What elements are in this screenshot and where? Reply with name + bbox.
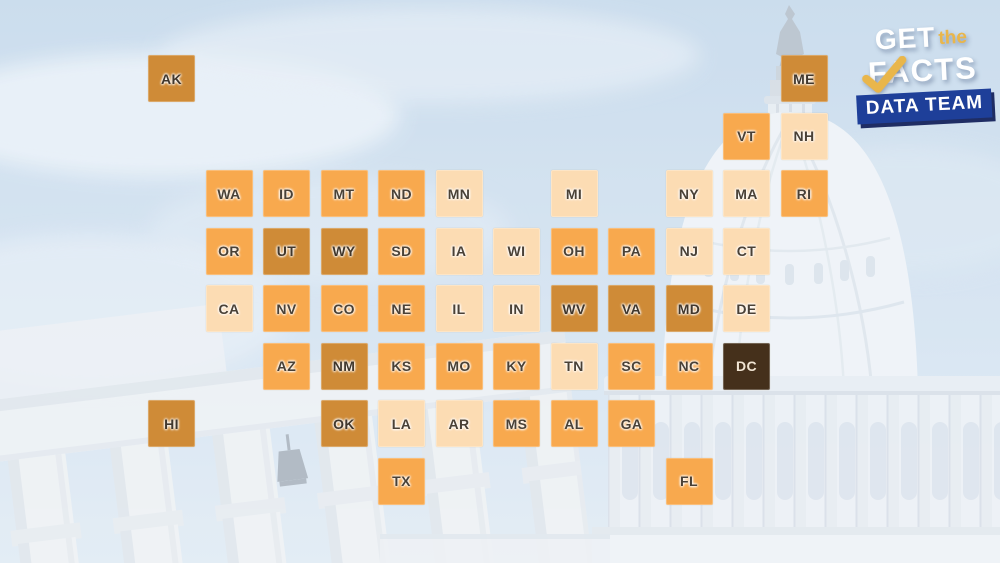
- state-tile-mn: MN: [435, 170, 483, 217]
- state-tile-ak: AK: [148, 55, 195, 102]
- state-tile-va: VA: [608, 285, 655, 332]
- state-tile-ct: CT: [723, 227, 770, 275]
- state-tile-sc: SC: [608, 342, 655, 390]
- logo-line-facts: FACTS: [854, 50, 991, 93]
- state-tile-al: AL: [550, 400, 598, 447]
- state-tile-ri: RI: [780, 170, 828, 217]
- state-tile-ga: GA: [608, 400, 655, 447]
- state-tile-az: AZ: [263, 342, 310, 390]
- state-tile-la: LA: [378, 400, 425, 447]
- state-tile-ky: KY: [493, 342, 540, 390]
- state-tile-ne: NE: [378, 285, 425, 332]
- state-tile-hi: HI: [148, 400, 195, 447]
- state-tile-ny: NY: [665, 170, 713, 217]
- logo-word-the: the: [937, 26, 968, 50]
- state-tile-wv: WV: [550, 285, 598, 332]
- state-tile-wi: WI: [493, 227, 540, 275]
- state-tile-ma: MA: [723, 170, 770, 217]
- get-the-facts-logo: GETthe FACTS DATA TEAM: [852, 21, 993, 125]
- state-tile-vt: VT: [723, 112, 770, 160]
- state-tile-ok: OK: [320, 400, 368, 447]
- state-tile-ut: UT: [263, 227, 310, 275]
- state-tile-de: DE: [723, 285, 770, 332]
- state-tile-ar: AR: [435, 400, 483, 447]
- state-tile-or: OR: [205, 227, 253, 275]
- state-tile-il: IL: [435, 285, 483, 332]
- logo-word-get: GET: [873, 21, 936, 56]
- state-tile-tx: TX: [378, 457, 425, 505]
- state-tile-sd: SD: [378, 227, 425, 275]
- checkmark-icon: [861, 55, 906, 93]
- state-tile-mt: MT: [320, 170, 368, 217]
- state-tile-nc: NC: [665, 342, 713, 390]
- state-tile-mo: MO: [435, 342, 483, 390]
- state-tile-nj: NJ: [665, 227, 713, 275]
- state-tile-nh: NH: [780, 112, 828, 160]
- state-tile-dc: DC: [723, 342, 770, 390]
- state-tile-id: ID: [263, 170, 310, 217]
- state-tile-ms: MS: [493, 400, 540, 447]
- state-tile-co: CO: [320, 285, 368, 332]
- state-tile-nd: ND: [378, 170, 425, 217]
- state-tile-fl: FL: [665, 457, 713, 505]
- state-tile-wy: WY: [320, 227, 368, 275]
- state-tile-me: ME: [780, 55, 828, 102]
- state-tile-pa: PA: [608, 227, 655, 275]
- state-tile-ca: CA: [205, 285, 253, 332]
- state-tile-md: MD: [665, 285, 713, 332]
- state-tile-ia: IA: [435, 227, 483, 275]
- state-tile-nv: NV: [263, 285, 310, 332]
- state-tile-ks: KS: [378, 342, 425, 390]
- state-tile-wa: WA: [205, 170, 253, 217]
- state-tile-nm: NM: [320, 342, 368, 390]
- state-tile-in: IN: [493, 285, 540, 332]
- state-tile-oh: OH: [550, 227, 598, 275]
- state-tile-tn: TN: [550, 342, 598, 390]
- state-tile-mi: MI: [550, 170, 598, 217]
